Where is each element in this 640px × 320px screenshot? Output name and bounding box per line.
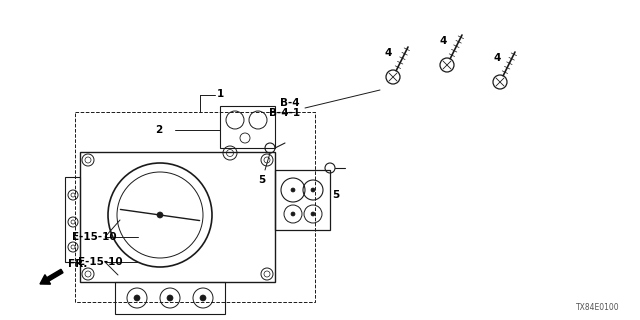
Text: TX84E0100: TX84E0100 [577,303,620,312]
Text: 2: 2 [155,125,162,135]
Circle shape [200,295,206,301]
Circle shape [311,212,315,216]
Circle shape [291,188,295,192]
Bar [115,282,225,314]
Circle shape [157,212,163,218]
Bar [220,106,275,148]
Text: 4: 4 [493,53,500,63]
Text: 4: 4 [384,48,392,58]
Circle shape [134,295,140,301]
Circle shape [311,188,315,192]
Text: FR.: FR. [68,259,88,269]
Text: 1: 1 [217,89,224,99]
Text: 5: 5 [259,175,266,185]
Bar [75,112,315,302]
FancyArrow shape [40,269,63,284]
Circle shape [167,295,173,301]
Bar [275,170,330,230]
Text: B-4: B-4 [280,98,300,108]
Bar [65,177,80,262]
Text: B-4-1: B-4-1 [269,108,300,118]
Circle shape [291,212,295,216]
Text: 4: 4 [439,36,447,46]
Text: E-15-10: E-15-10 [78,257,123,267]
Bar [80,152,275,282]
Text: 5: 5 [332,190,339,200]
Text: E-15-10: E-15-10 [72,232,116,242]
